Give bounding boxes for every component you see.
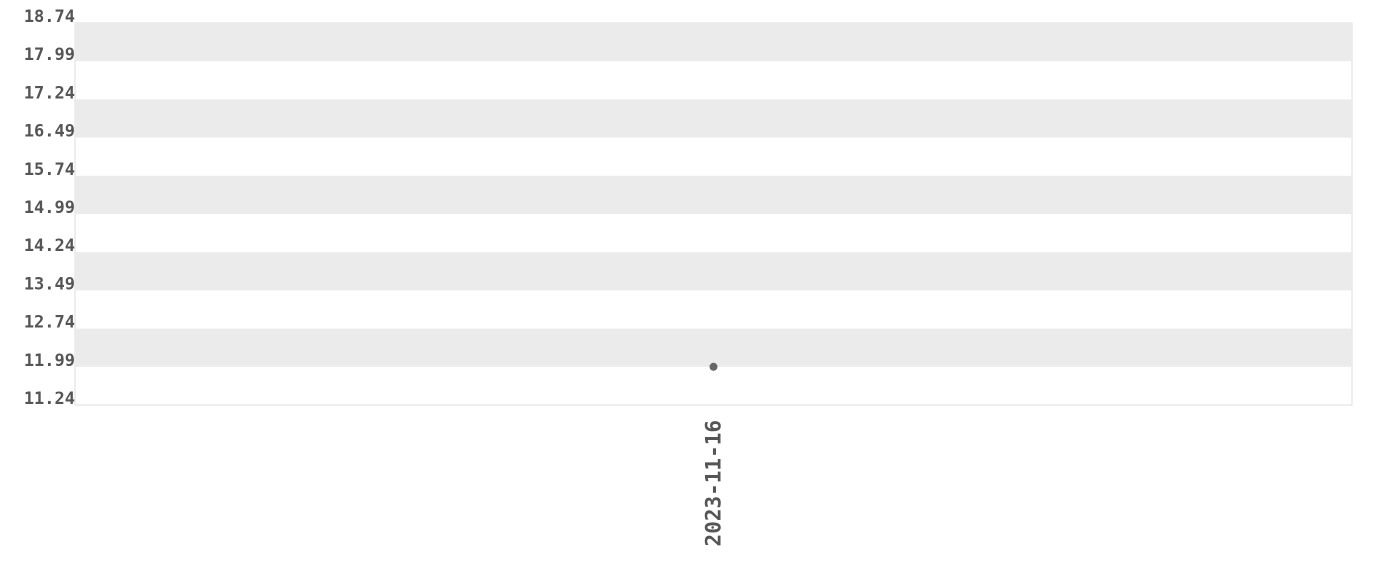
grid-band: [75, 23, 1352, 62]
y-tick-label: 18.74: [24, 7, 75, 27]
grid-band: [75, 175, 1352, 214]
y-tick-label: 16.49: [24, 122, 75, 142]
y-tick-label: 12.74: [24, 313, 75, 333]
y-tick-label: 17.99: [24, 45, 75, 65]
x-tick-label: 2023-11-16: [702, 420, 726, 546]
y-tick-label: 17.24: [24, 83, 75, 103]
y-tick-label: 11.24: [24, 389, 75, 409]
y-tick-label: 13.49: [24, 274, 75, 294]
grid-band: [75, 99, 1352, 138]
y-tick-label: 14.99: [24, 198, 75, 218]
grid-band: [75, 252, 1352, 291]
data-point: [709, 362, 718, 371]
y-tick-label: 11.99: [24, 351, 75, 371]
y-tick-label: 15.74: [24, 160, 75, 180]
y-tick-label: 14.24: [24, 236, 75, 256]
grid-band: [75, 328, 1352, 367]
